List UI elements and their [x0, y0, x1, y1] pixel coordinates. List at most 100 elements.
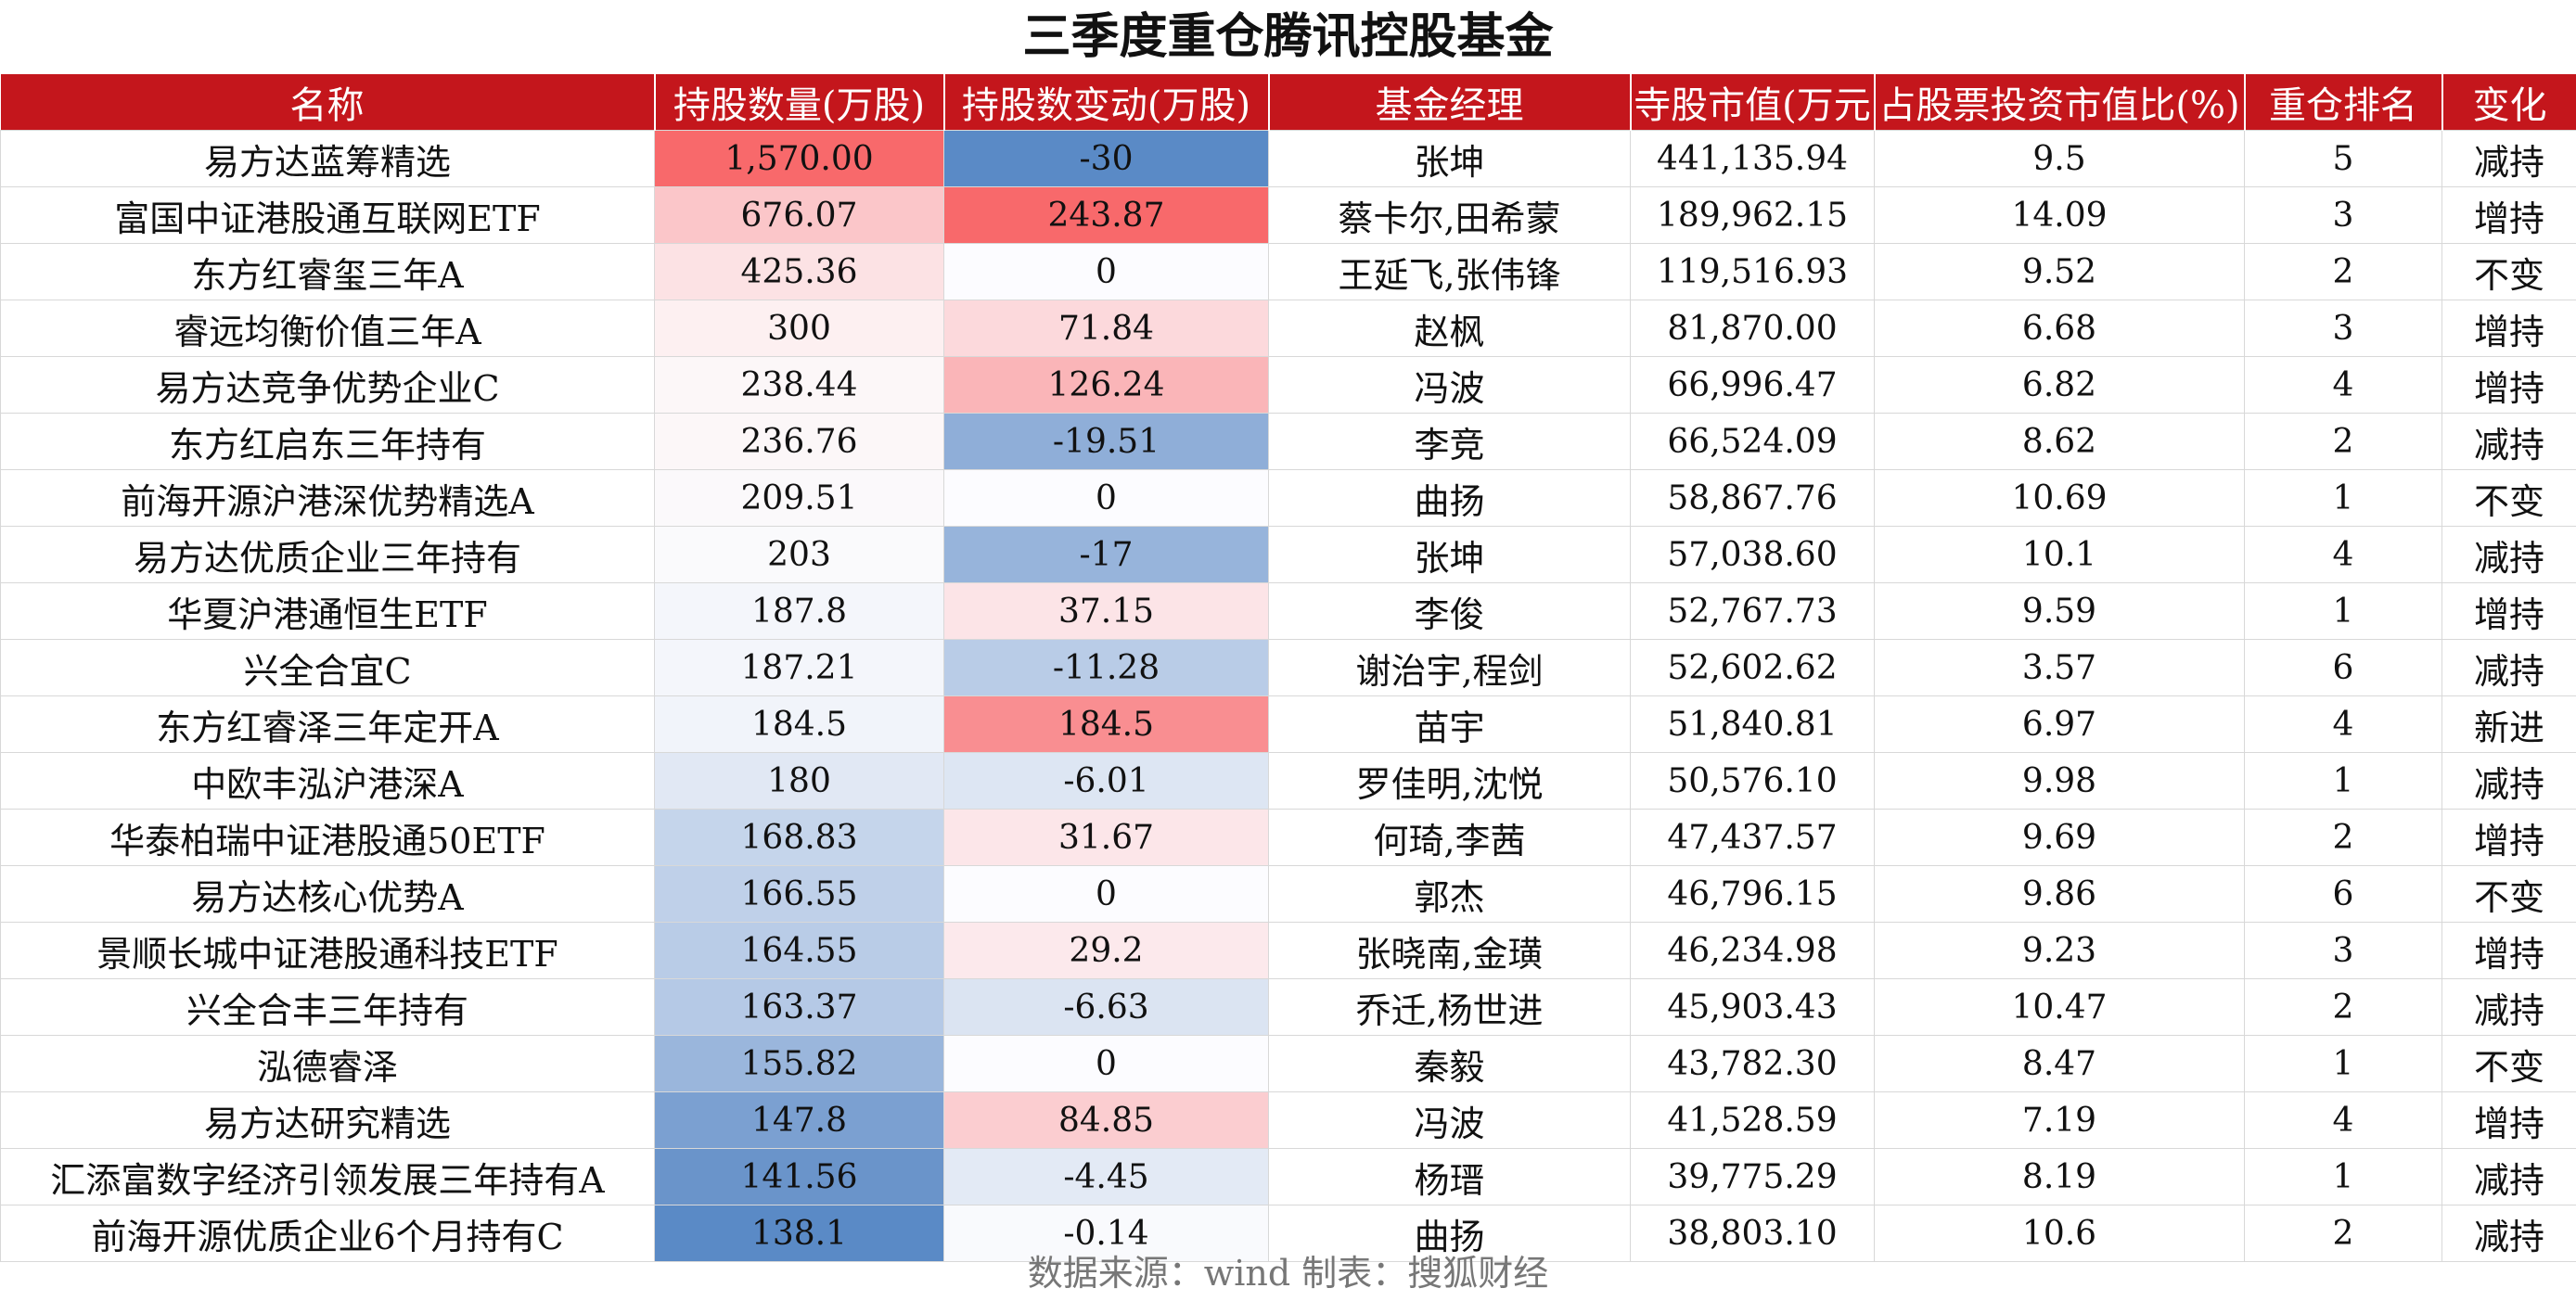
rank-cell: 2 — [2244, 809, 2442, 866]
manager-cell: 秦毅 — [1268, 1035, 1631, 1092]
table-row: 汇添富数字经济引领发展三年持有A 141.56 -4.45 杨瑨 39,775.29 8.… — [0, 1148, 2576, 1205]
ratio-cell: 8.62 — [1874, 413, 2245, 470]
ratio-cell: 10.6 — [1874, 1205, 2245, 1262]
holdings-change-cell: 0 — [943, 469, 1269, 527]
manager-cell: 张坤 — [1268, 526, 1631, 583]
market-value-cell: 57,038.60 — [1630, 526, 1875, 583]
rank-cell: 4 — [2244, 356, 2442, 414]
market-value-cell: 119,516.93 — [1630, 243, 1875, 300]
holdings-change-cell: 126.24 — [943, 356, 1269, 414]
table-row: 睿远均衡价值三年A 300 71.84 赵枫 81,870.00 6.68 3 增持 — [0, 300, 2576, 357]
fund-name-cell: 东方红启东三年持有 — [0, 413, 655, 470]
fund-name-cell: 易方达优质企业三年持有 — [0, 526, 655, 583]
status-cell: 不变 — [2441, 865, 2576, 923]
rank-cell: 2 — [2244, 978, 2442, 1036]
header-market-value: 寺股市值(万元 — [1629, 74, 1875, 131]
status-cell: 减持 — [2441, 413, 2576, 470]
fund-name-cell: 睿远均衡价值三年A — [0, 300, 655, 357]
data-source-note: 数据来源：wind 制表：搜狐财经 — [1027, 1253, 1549, 1294]
ratio-cell: 10.69 — [1874, 469, 2245, 527]
holdings-cell: 187.21 — [654, 639, 944, 696]
holdings-change-cell: 84.85 — [943, 1091, 1269, 1149]
market-value-cell: 441,135.94 — [1630, 130, 1875, 187]
holdings-change-cell: -30 — [943, 130, 1269, 187]
table-row: 前海开源优质企业6个月持有C 138.1 -0.14 曲扬 38,803.10 10.6 2… — [0, 1205, 2576, 1262]
market-value-cell: 58,867.76 — [1630, 469, 1875, 527]
ratio-cell: 3.57 — [1874, 639, 2245, 696]
rank-cell: 1 — [2244, 1035, 2442, 1092]
holdings-change-cell: 0 — [943, 1035, 1269, 1092]
fund-name-cell: 华泰柏瑞中证港股通50ETF — [0, 809, 655, 866]
holdings-cell: 1,570.00 — [654, 130, 944, 187]
market-value-cell: 39,775.29 — [1630, 1148, 1875, 1205]
holdings-change-cell: 71.84 — [943, 300, 1269, 357]
market-value-cell: 43,782.30 — [1630, 1035, 1875, 1092]
manager-cell: 冯波 — [1268, 1091, 1631, 1149]
holdings-cell: 168.83 — [654, 809, 944, 866]
rank-cell: 1 — [2244, 469, 2442, 527]
holdings-cell: 163.37 — [654, 978, 944, 1036]
fund-name-cell: 泓德睿泽 — [0, 1035, 655, 1092]
market-value-cell: 66,524.09 — [1630, 413, 1875, 470]
table-row: 易方达竞争优势企业C 238.44 126.24 冯波 66,996.47 6.82 4 增持 — [0, 356, 2576, 414]
holdings-cell: 676.07 — [654, 186, 944, 244]
header-row: 名称 持股数量(万股) 持股数变动(万股) 基金经理 寺股市值(万元 占股票投资… — [0, 74, 2576, 131]
ratio-cell: 8.47 — [1874, 1035, 2245, 1092]
status-cell: 减持 — [2441, 1148, 2576, 1205]
rank-cell: 2 — [2244, 413, 2442, 470]
market-value-cell: 38,803.10 — [1630, 1205, 1875, 1262]
fund-name-cell: 汇添富数字经济引领发展三年持有A — [0, 1148, 655, 1205]
ratio-cell: 9.86 — [1874, 865, 2245, 923]
holdings-cell: 203 — [654, 526, 944, 583]
header-holdings-change: 持股数变动(万股) — [942, 74, 1269, 131]
manager-cell: 曲扬 — [1268, 469, 1631, 527]
table-title: 三季度重仓腾讯控股基金 — [1022, 9, 1554, 65]
ratio-cell: 6.97 — [1874, 695, 2245, 753]
manager-cell: 何琦,李茜 — [1268, 809, 1631, 866]
holdings-cell: 155.82 — [654, 1035, 944, 1092]
table-row: 东方红睿泽三年定开A 184.5 184.5 苗宇 51,840.81 6.97 4 新进 — [0, 695, 2576, 753]
holdings-cell: 184.5 — [654, 695, 944, 753]
market-value-cell: 51,840.81 — [1630, 695, 1875, 753]
fund-name-cell: 前海开源优质企业6个月持有C — [0, 1205, 655, 1262]
fund-name-cell: 富国中证港股通互联网ETF — [0, 186, 655, 244]
manager-cell: 张坤 — [1268, 130, 1631, 187]
holdings-change-cell: -19.51 — [943, 413, 1269, 470]
rank-cell: 6 — [2244, 865, 2442, 923]
table-row: 泓德睿泽 155.82 0 秦毅 43,782.30 8.47 1 不变 — [0, 1035, 2576, 1092]
holdings-change-cell: 243.87 — [943, 186, 1269, 244]
ratio-cell: 10.47 — [1874, 978, 2245, 1036]
fund-holdings-table: 名称 持股数量(万股) 持股数变动(万股) 基金经理 寺股市值(万元 占股票投资… — [0, 74, 2576, 1262]
rank-cell: 3 — [2244, 300, 2442, 357]
fund-name-cell: 东方红睿泽三年定开A — [0, 695, 655, 753]
table-row: 易方达优质企业三年持有 203 -17 张坤 57,038.60 10.1 4 减持 — [0, 526, 2576, 583]
manager-cell: 李竞 — [1268, 413, 1631, 470]
market-value-cell: 46,234.98 — [1630, 922, 1875, 979]
holdings-cell: 164.55 — [654, 922, 944, 979]
ratio-cell: 9.52 — [1874, 243, 2245, 300]
rank-cell: 1 — [2244, 1148, 2442, 1205]
status-cell: 增持 — [2441, 1091, 2576, 1149]
market-value-cell: 47,437.57 — [1630, 809, 1875, 866]
table-row: 兴全合丰三年持有 163.37 -6.63 乔迁,杨世进 45,903.43 10.47 2… — [0, 978, 2576, 1036]
market-value-cell: 52,767.73 — [1630, 582, 1875, 640]
rank-cell: 3 — [2244, 186, 2442, 244]
manager-cell: 罗佳明,沈悦 — [1268, 752, 1631, 810]
status-cell: 减持 — [2441, 978, 2576, 1036]
status-cell: 增持 — [2441, 186, 2576, 244]
ratio-cell: 9.69 — [1874, 809, 2245, 866]
header-status: 变化 — [2441, 74, 2576, 131]
manager-cell: 谢治宇,程剑 — [1268, 639, 1631, 696]
ratio-cell: 9.59 — [1874, 582, 2245, 640]
fund-name-cell: 易方达核心优势A — [0, 865, 655, 923]
manager-cell: 郭杰 — [1268, 865, 1631, 923]
holdings-change-cell: 0 — [943, 243, 1269, 300]
holdings-cell: 187.8 — [654, 582, 944, 640]
manager-cell: 乔迁,杨世进 — [1268, 978, 1631, 1036]
holdings-cell: 138.1 — [654, 1205, 944, 1262]
table-row: 易方达核心优势A 166.55 0 郭杰 46,796.15 9.86 6 不变 — [0, 865, 2576, 923]
table-row: 易方达蓝筹精选 1,570.00 -30 张坤 441,135.94 9.5 5 减持 — [0, 130, 2576, 187]
market-value-cell: 45,903.43 — [1630, 978, 1875, 1036]
manager-cell: 王延飞,张伟锋 — [1268, 243, 1631, 300]
status-cell: 不变 — [2441, 243, 2576, 300]
